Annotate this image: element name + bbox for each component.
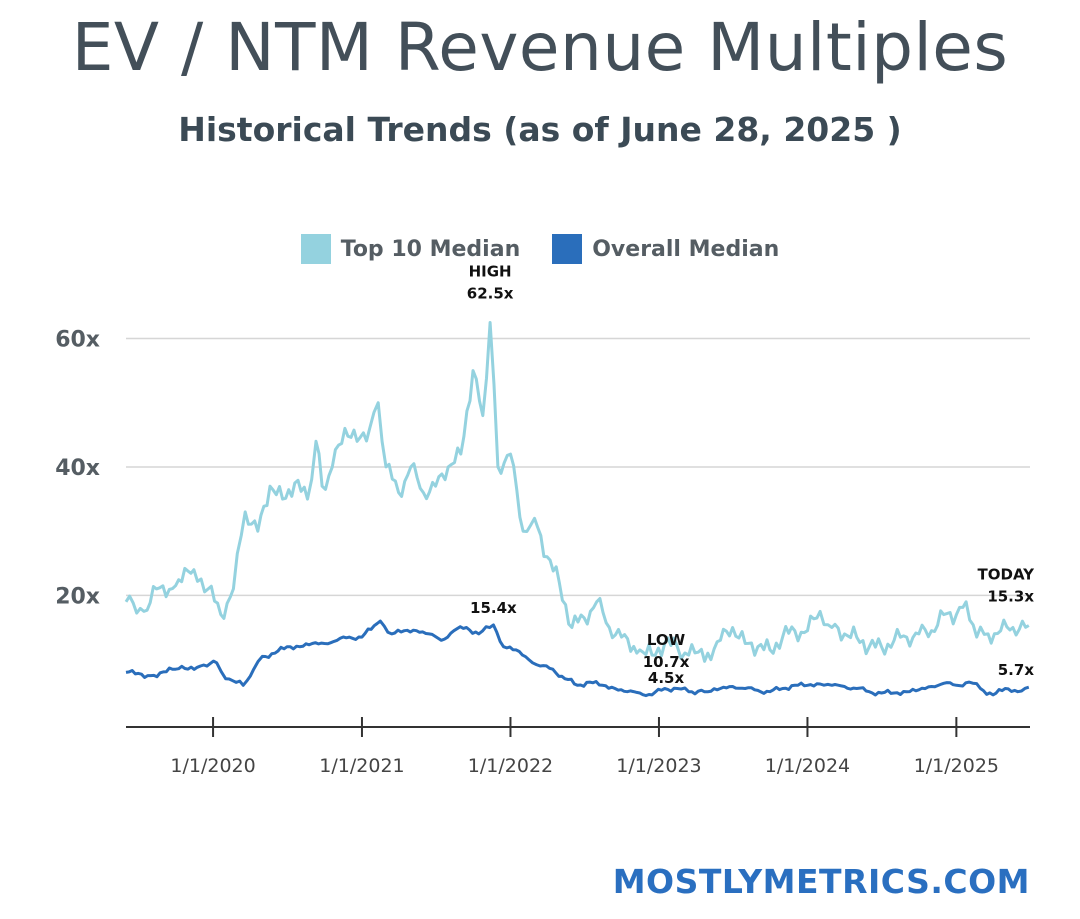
x-tick-label: 1/1/2020 bbox=[170, 755, 255, 777]
annotation-value: 5.7x bbox=[998, 661, 1035, 679]
x-tick-label: 1/1/2024 bbox=[765, 755, 850, 777]
annotation-value: 15.3x bbox=[987, 588, 1034, 606]
y-tick-label: 20x bbox=[55, 584, 100, 609]
y-tick-label: 40x bbox=[55, 456, 100, 481]
annotation-label: LOW bbox=[647, 631, 686, 649]
x-tick-label: 1/1/2025 bbox=[914, 755, 999, 777]
chart-title: EV / NTM Revenue Multiples bbox=[71, 9, 1009, 86]
annotations: HIGH 62.5x 15.4x LOW 10.7x4.5x TODAY 15.3x 5.7x bbox=[467, 262, 1035, 686]
annotation-value: 10.7x bbox=[643, 653, 690, 671]
y-tick-label: 60x bbox=[55, 328, 100, 353]
x-tick-label: 1/1/2023 bbox=[616, 755, 701, 777]
annotation-label: HIGH bbox=[469, 262, 512, 280]
legend-swatch-top10 bbox=[300, 234, 331, 264]
y-axis-tick-labels: 20x 40x 60x bbox=[55, 328, 100, 610]
series-lines bbox=[124, 321, 1030, 698]
series-line-top10-median bbox=[124, 321, 1030, 663]
x-tick-label: 1/1/2022 bbox=[468, 755, 553, 777]
legend-label-top10: Top 10 Median bbox=[340, 236, 521, 262]
x-tick-label: 1/1/2021 bbox=[319, 755, 404, 777]
x-axis: 1/1/2020 1/1/2021 1/1/2022 1/1/2023 1/1/2024… bbox=[126, 717, 1030, 777]
legend-item-top10[interactable]: Top 10 Median bbox=[300, 234, 521, 264]
legend-swatch-overall bbox=[552, 234, 583, 264]
grid-lines bbox=[126, 337, 1030, 597]
annotation-value: 4.5x bbox=[648, 669, 685, 687]
chart-subtitle: Historical Trends (as of June 28, 2025 ) bbox=[178, 110, 902, 149]
annotation-value: 15.4x bbox=[470, 599, 517, 617]
legend-item-overall[interactable]: Overall Median bbox=[552, 234, 779, 264]
brand-logo-text[interactable]: MOSTLYMETRICS.COM bbox=[612, 862, 1030, 901]
legend-label-overall: Overall Median bbox=[592, 236, 780, 262]
series-line-overall-median bbox=[125, 619, 1030, 698]
annotation-value: 62.5x bbox=[467, 284, 514, 302]
chart-legend: Top 10 Median Overall Median bbox=[0, 234, 1080, 264]
annotation-label: TODAY bbox=[978, 566, 1036, 584]
